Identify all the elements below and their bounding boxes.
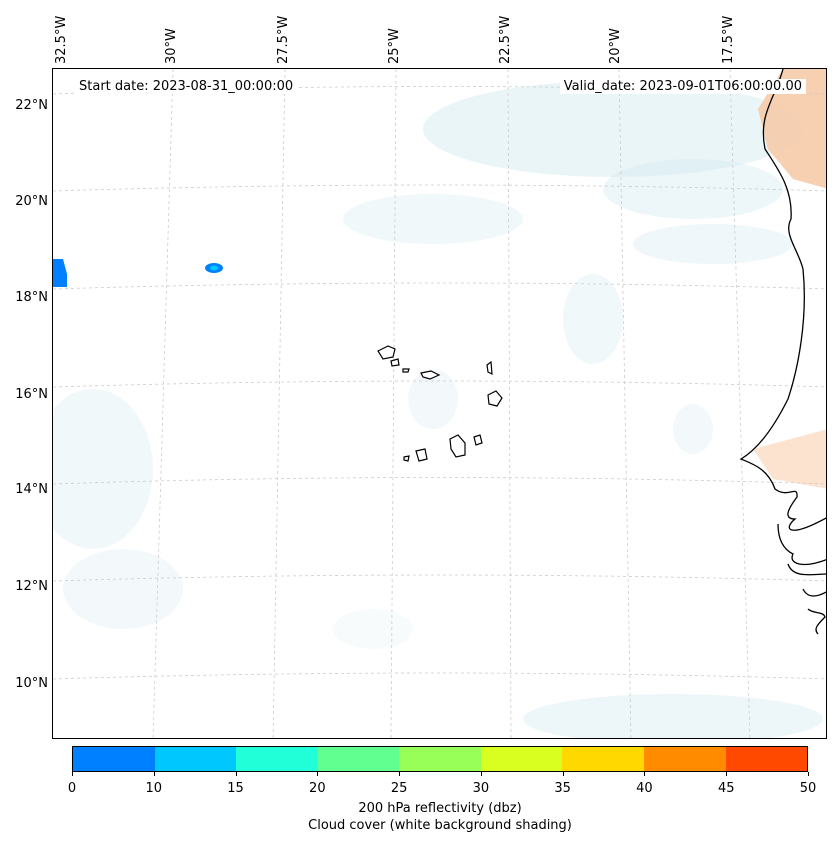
colorbar-tick-label: 20 [309, 781, 326, 796]
colorbar-tick-label: 15 [227, 781, 244, 796]
colorbar-tickmark [235, 772, 237, 776]
lat-label-10n: 10°N [15, 676, 48, 691]
colorbar-tickmark [317, 772, 319, 776]
colorbar-tick-label: 45 [717, 781, 735, 796]
lon-label-27-5w: 27.5°W [276, 15, 291, 64]
coastline [739, 69, 826, 635]
colorbar-segment-8 [725, 747, 808, 771]
colorbar-segment-2 [236, 747, 318, 771]
colorbar-tickmark [153, 772, 155, 776]
lat-label-20n: 20°N [15, 194, 48, 209]
lon-label-22-5w: 22.5°W [498, 15, 513, 64]
colorbar-label-line1: 200 hPa reflectivity (dbz) [358, 801, 522, 816]
valid-date-label: Valid_date: 2023-09-01T06:00:00.00 [559, 79, 806, 94]
map-panel: Start date: 2023-08-31_00:00:00 Valid_da… [52, 68, 827, 739]
colorbar-tickmark [399, 772, 401, 776]
colorbar [72, 746, 808, 772]
lat-label-18n: 18°N [15, 290, 48, 305]
colorbar-segment-4 [399, 747, 481, 771]
colorbar-segment-7 [643, 747, 726, 771]
colorbar-segment-1 [154, 747, 237, 771]
colorbar-tick-label: 25 [390, 781, 408, 796]
lat-label-22n: 22°N [15, 98, 48, 113]
start-date-label: Start date: 2023-08-31_00:00:00 [75, 79, 298, 94]
lat-label-12n: 12°N [15, 579, 48, 594]
colorbar-tick-label: 35 [554, 781, 571, 796]
land-shading [753, 69, 826, 489]
colorbar-segment-6 [562, 747, 644, 771]
colorbar-tickmark [562, 772, 564, 776]
lat-label-14n: 14°N [15, 482, 48, 497]
colorbar-tickmark [808, 772, 809, 776]
colorbar-tick-label: 50 [799, 781, 817, 796]
colorbar-tickmark [72, 772, 73, 776]
lon-label-25w: 25°W [387, 28, 402, 64]
colorbar-tick-label: 30 [472, 781, 490, 796]
cape-verde-islands [377, 345, 503, 462]
reflectivity-cells [53, 259, 223, 287]
colorbar-tick-label: 0 [67, 781, 77, 796]
lon-label-17-5w: 17.5°W [721, 15, 736, 64]
colorbar-tick-label: 10 [145, 781, 163, 796]
lon-label-32-5w: 32.5°W [54, 15, 69, 64]
lon-label-30w: 30°W [164, 28, 179, 64]
map-canvas [53, 69, 826, 738]
colorbar-segment-5 [480, 747, 563, 771]
colorbar-tickmark [644, 772, 646, 776]
cloud-cover-shading [53, 81, 823, 738]
lat-label-16n: 16°N [15, 387, 48, 402]
colorbar-tick-label: 40 [636, 781, 653, 796]
colorbar-tickmark [726, 772, 728, 776]
lon-label-20w: 20°W [608, 28, 623, 64]
colorbar-label-line2: Cloud cover (white background shading) [308, 818, 572, 833]
colorbar-segment-0 [73, 747, 155, 771]
colorbar-tickmark [480, 772, 482, 776]
colorbar-segment-3 [317, 747, 400, 771]
